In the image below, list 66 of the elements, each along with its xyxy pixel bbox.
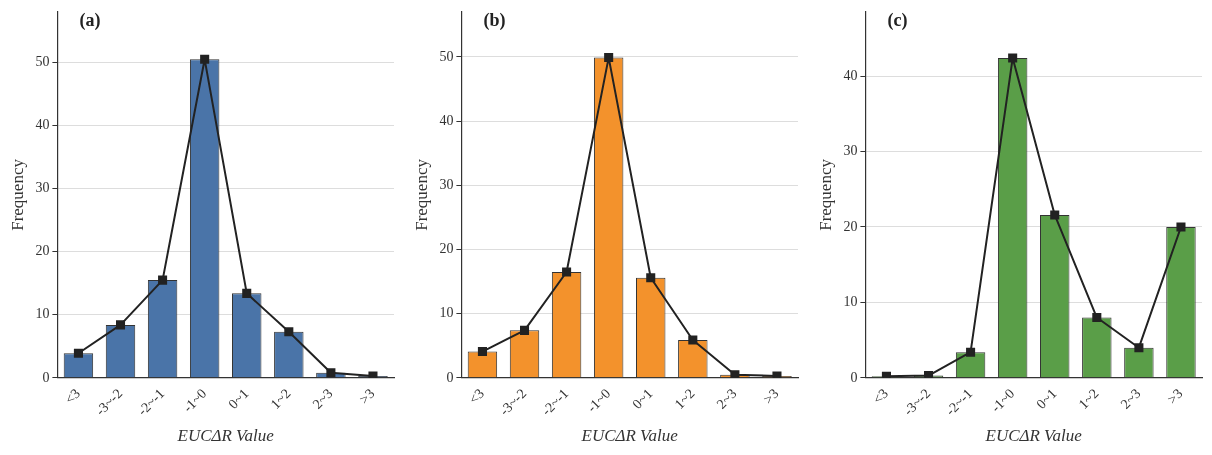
x-tick-label: -1~0 [988, 385, 1018, 416]
y-axis-title: Frequency [411, 158, 431, 231]
y-axis-title: Frequency [815, 158, 835, 231]
x-tick-label: 2~3 [309, 385, 336, 412]
x-tick-label: >3 [356, 385, 378, 408]
point [688, 335, 698, 345]
y-tick-label: 10 [843, 294, 858, 310]
point [477, 347, 487, 357]
point [242, 288, 252, 298]
point [730, 370, 740, 378]
point [1176, 222, 1186, 232]
chart-title: (b) [483, 9, 506, 31]
y-tick-label: 0 [850, 369, 858, 385]
x-tick-label: <3 [870, 385, 892, 408]
x-tick-label: >3 [760, 385, 782, 408]
point [115, 320, 126, 330]
x-axis-title: EUCΔR Value [984, 426, 1083, 446]
y-tick-label: 10 [35, 306, 50, 322]
point [772, 371, 782, 378]
x-tick-label: >3 [1164, 385, 1186, 408]
point [368, 371, 378, 378]
y-tick-label: 0 [42, 369, 50, 385]
point [73, 348, 83, 358]
y-tick-label: 40 [843, 67, 858, 83]
y-tick-label: 20 [843, 218, 858, 234]
point [646, 273, 656, 283]
point [519, 325, 530, 335]
x-tick-label: -1~0 [180, 385, 210, 416]
x-tick-label: -1~0 [584, 385, 614, 416]
chart-title: (a) [79, 9, 101, 31]
x-tick-label: 1~2 [671, 385, 698, 412]
y-tick-label: 0 [446, 369, 454, 385]
chart-title: (c) [887, 9, 908, 31]
point [1134, 343, 1144, 353]
y-tick-label: 50 [439, 48, 454, 64]
y-tick-label: 30 [439, 176, 454, 192]
y-tick-label: 40 [35, 117, 50, 133]
point [158, 275, 168, 285]
y-tick-label: 20 [35, 243, 50, 259]
x-tick-label: 0~1 [629, 385, 656, 412]
point [200, 54, 210, 64]
x-axis-title: EUCΔR Value [176, 426, 275, 446]
point [1092, 312, 1102, 323]
x-tick-label: 1~2 [1075, 385, 1102, 412]
x-tick-label: 1~2 [267, 385, 294, 412]
point [1008, 53, 1018, 63]
point [284, 327, 294, 337]
point [604, 53, 614, 63]
x-tick-label: <3 [62, 385, 84, 408]
y-tick-label: 50 [35, 54, 50, 70]
x-tick-label: 2~3 [713, 385, 740, 412]
y-axis-title: Frequency [7, 158, 27, 231]
x-tick-label: 2~3 [1117, 385, 1144, 412]
point [966, 347, 976, 357]
x-tick-label: 0~1 [1033, 385, 1060, 412]
y-tick-label: 30 [843, 143, 858, 159]
x-tick-label: 0~1 [225, 385, 252, 412]
y-tick-label: 40 [439, 112, 454, 128]
x-axis-title: EUCΔR Value [580, 426, 679, 446]
point [1050, 210, 1060, 220]
y-tick-label: 20 [439, 241, 454, 257]
point [326, 368, 336, 378]
x-tick-label: <3 [466, 385, 488, 408]
point [562, 267, 572, 277]
y-tick-label: 10 [439, 305, 454, 321]
y-tick-label: 30 [35, 180, 50, 196]
